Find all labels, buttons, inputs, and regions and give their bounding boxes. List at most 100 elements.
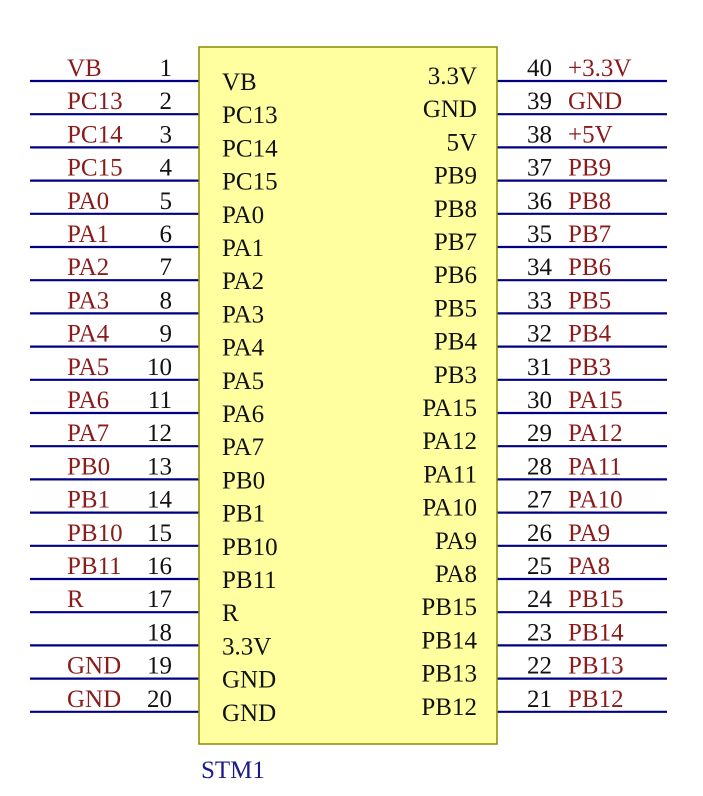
pin-number: 7 xyxy=(160,254,173,281)
pin-label: 3.3V xyxy=(222,633,271,660)
net-label: PB8 xyxy=(568,188,611,215)
pin-number: 35 xyxy=(527,221,552,248)
pin-number: 20 xyxy=(147,686,172,713)
net-label: PB13 xyxy=(568,653,624,680)
net-label: PB12 xyxy=(568,686,624,713)
pin-label: PC13 xyxy=(222,102,278,129)
pin-label: PA9 xyxy=(435,528,477,555)
net-label: PA9 xyxy=(568,520,610,547)
pin-label: PB14 xyxy=(421,627,477,654)
pin-label: PA6 xyxy=(222,401,264,428)
component-body xyxy=(198,46,498,745)
net-label: PC14 xyxy=(67,121,123,148)
net-label: GND xyxy=(67,653,121,680)
net-label: PB11 xyxy=(67,553,122,580)
net-label: PA3 xyxy=(67,287,109,314)
pin-number: 36 xyxy=(527,188,552,215)
pin-number: 29 xyxy=(527,420,552,447)
net-label: R xyxy=(67,586,84,613)
net-label: +3.3V xyxy=(568,55,631,82)
pin-label: PB6 xyxy=(434,262,477,289)
pin-number: 5 xyxy=(160,188,173,215)
pin-number: 31 xyxy=(527,354,552,381)
pin-label: PB3 xyxy=(434,362,477,389)
pin-number: 2 xyxy=(160,88,173,115)
pin-label: PA1 xyxy=(222,235,264,262)
pin-label: PC14 xyxy=(222,135,278,162)
pin-number: 32 xyxy=(527,321,552,348)
pin-number: 37 xyxy=(527,155,552,182)
pin-label: PA11 xyxy=(423,461,477,488)
net-label: PB15 xyxy=(568,586,624,613)
pin-label: GND xyxy=(423,96,477,123)
pin-number: 40 xyxy=(527,55,552,82)
net-label: +5V xyxy=(568,121,613,148)
net-label: PA4 xyxy=(67,321,110,348)
pin-label: PA0 xyxy=(222,202,264,229)
net-label: PC13 xyxy=(67,88,123,115)
pin-label: PB13 xyxy=(421,661,477,688)
pin-number: 4 xyxy=(160,155,173,182)
net-label: PB0 xyxy=(67,453,110,480)
pin-number: 21 xyxy=(527,686,552,713)
pin-number: 30 xyxy=(527,387,552,414)
pin-number: 6 xyxy=(160,221,173,248)
pin-label: PB15 xyxy=(421,594,477,621)
pin-number: 19 xyxy=(147,653,172,680)
pin-label: GND xyxy=(222,700,276,727)
pin-label: PB1 xyxy=(222,501,265,528)
net-label: PA1 xyxy=(67,221,109,248)
pin-number: 9 xyxy=(160,321,173,348)
net-label: PB5 xyxy=(568,287,611,314)
net-label: PA15 xyxy=(568,387,623,414)
net-label: PA10 xyxy=(568,487,623,514)
pin-label: PA3 xyxy=(222,301,264,328)
net-label: PB14 xyxy=(568,619,624,646)
pin-labels: VB 1 VB PC13 2 PC13 PC14 3 PC14 PC15 4 PC15 PA0 5 PA0 P… xyxy=(67,55,631,727)
pin-label: PB5 xyxy=(434,295,477,322)
net-label: PA2 xyxy=(67,254,109,281)
pin-number: 16 xyxy=(147,553,172,580)
net-label: PA7 xyxy=(67,420,109,447)
pin-label: PA10 xyxy=(422,495,477,522)
pin-number: 14 xyxy=(147,487,173,514)
net-label: PB1 xyxy=(67,487,110,514)
pin-label: PB9 xyxy=(434,163,477,190)
pin-label: VB xyxy=(222,69,257,96)
net-label: PB7 xyxy=(568,221,611,248)
pin-label: PC15 xyxy=(222,169,278,196)
pin-number: 34 xyxy=(527,254,553,281)
pin-label: PA15 xyxy=(422,395,477,422)
pin-number: 26 xyxy=(527,520,552,547)
pin-label: GND xyxy=(222,667,276,694)
pin-label: 5V xyxy=(446,129,477,156)
net-label: PA5 xyxy=(67,354,109,381)
pin-number: 15 xyxy=(147,520,172,547)
pin-label: PA8 xyxy=(435,561,477,588)
pin-number: 8 xyxy=(160,287,173,314)
net-label: PB4 xyxy=(568,321,612,348)
pin-wires xyxy=(30,79,667,713)
pin-label: PB12 xyxy=(421,694,477,721)
pin-label: PA4 xyxy=(222,335,265,362)
pin-number: 22 xyxy=(527,653,552,680)
net-label: PB3 xyxy=(568,354,611,381)
pin-label: PB11 xyxy=(222,567,277,594)
pin-number: 24 xyxy=(527,586,553,613)
pin-number: 17 xyxy=(147,586,172,613)
pin-label: 3.3V xyxy=(428,63,477,90)
net-label: PA6 xyxy=(67,387,109,414)
pin-number: 33 xyxy=(527,287,552,314)
net-label: PB9 xyxy=(568,155,611,182)
pin-number: 1 xyxy=(160,55,173,82)
pin-label: PA12 xyxy=(422,428,477,455)
net-label: PB10 xyxy=(67,520,123,547)
net-label: GND xyxy=(568,88,622,115)
net-label: PA8 xyxy=(568,553,610,580)
pin-number: 11 xyxy=(148,387,172,414)
pin-number: 13 xyxy=(147,453,172,480)
pin-number: 25 xyxy=(527,553,552,580)
component-designator: STM1 xyxy=(201,757,265,784)
net-label: PA11 xyxy=(568,453,622,480)
